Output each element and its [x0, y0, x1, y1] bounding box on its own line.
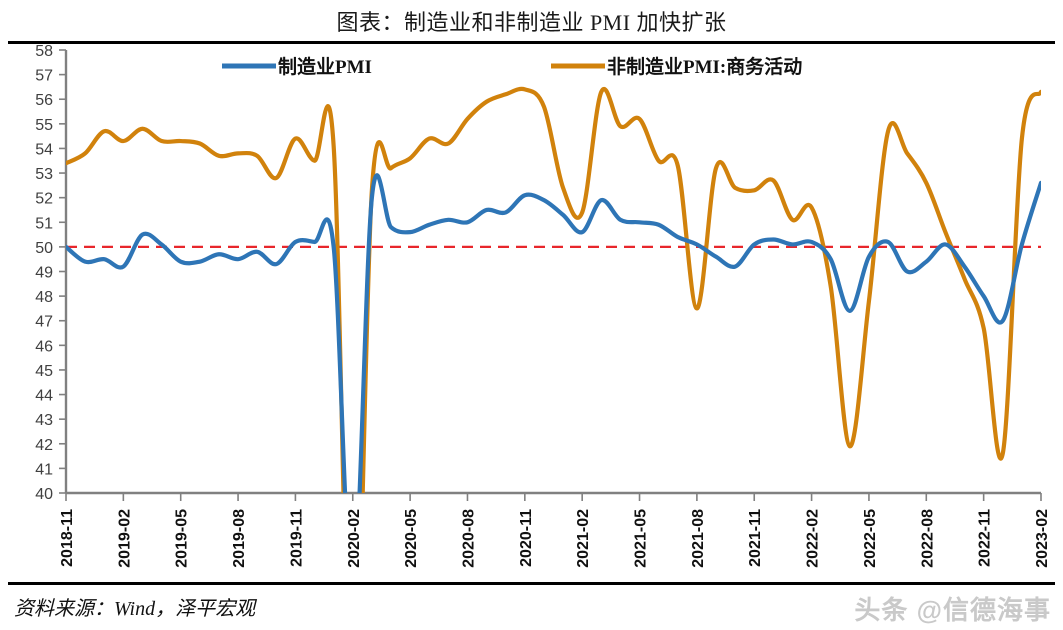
x-axis-tick-label: 2022-05 — [862, 509, 879, 568]
x-axis-tick-label: 2021-11 — [747, 509, 764, 567]
x-axis-tick-label: 2022-08 — [919, 509, 936, 568]
x-axis-tick-label: 2020-08 — [460, 509, 477, 568]
y-axis-tick-label: 52 — [35, 191, 53, 208]
series-line-1 — [66, 173, 1041, 493]
watermark-label: 头条 @信德海事 — [854, 595, 1051, 625]
chart-container: 40 41 42 43 44 45 46 47 48 49 50 51 52 53 54 55 56 57 58 20… — [0, 44, 1063, 580]
chart-legend: 制造业PMI 非制造业PMI:商务活动 — [222, 55, 802, 78]
chart-title-bar: 图表：制造业和非制造业 PMI 加快扩张 — [0, 0, 1063, 42]
y-axis-tick-label: 49 — [35, 265, 53, 282]
y-axis-tick-label: 50 — [35, 240, 53, 257]
y-axis-tick-label: 47 — [35, 314, 53, 331]
x-axis-tick-label: 2023-02 — [1034, 509, 1051, 568]
x-axis-tick-label: 2019-11 — [288, 509, 305, 567]
y-axis-tick-label: 46 — [35, 338, 53, 355]
pmi-line-chart: 40 41 42 43 44 45 46 47 48 49 50 51 52 53 54 55 56 57 58 20… — [35, 44, 1051, 568]
legend-label-series2: 非制造业PMI:商务活动 — [607, 55, 802, 78]
x-axis-tick-label: 2022-02 — [805, 509, 822, 568]
title-divider — [8, 41, 1055, 44]
x-axis-tick-label: 2020-02 — [346, 509, 363, 568]
source-note: 资料来源：Wind，泽平宏观 — [14, 598, 256, 620]
page-title: 图表：制造业和非制造业 PMI 加快扩张 — [336, 10, 727, 35]
x-axis-tick-label: 2019-08 — [231, 509, 248, 568]
x-axis-tick-label: 2020-05 — [403, 509, 420, 568]
y-axis-tick-label: 53 — [35, 166, 53, 183]
y-axis-tick-label: 51 — [35, 215, 53, 232]
x-axis-tick-label: 2022-11 — [977, 509, 994, 567]
y-axis-tick-label: 54 — [35, 141, 53, 158]
footer-divider — [8, 582, 1055, 585]
y-axis-tick-label: 44 — [35, 388, 53, 405]
y-axis-tick-label: 48 — [35, 289, 53, 306]
y-axis-tick-label: 41 — [35, 461, 53, 478]
x-axis-tick-label: 2019-02 — [116, 509, 133, 568]
y-axis-tick-label: 43 — [35, 412, 53, 429]
y-axis-tick-label: 40 — [35, 486, 53, 503]
y-axis-tick-label: 45 — [35, 363, 53, 380]
y-axis-tick-label: 58 — [35, 44, 53, 60]
x-axis-tick-label: 2021-08 — [690, 509, 707, 568]
x-axis-tick-label: 2019-05 — [174, 509, 191, 568]
x-axis-tick-label: 2018-11 — [59, 509, 76, 567]
y-axis-tick-label: 55 — [35, 117, 53, 134]
y-axis-tick-label: 42 — [35, 437, 53, 454]
x-axis-tick-label: 2020-11 — [518, 509, 535, 567]
legend-label-series1: 制造业PMI — [278, 55, 372, 78]
y-axis-tick-label: 57 — [35, 68, 53, 85]
x-axis-tick-label: 2021-02 — [575, 509, 592, 568]
y-axis-tick-label: 56 — [35, 92, 53, 109]
series-line-2 — [66, 86, 1041, 493]
x-axis-tick-label: 2021-05 — [633, 509, 650, 568]
